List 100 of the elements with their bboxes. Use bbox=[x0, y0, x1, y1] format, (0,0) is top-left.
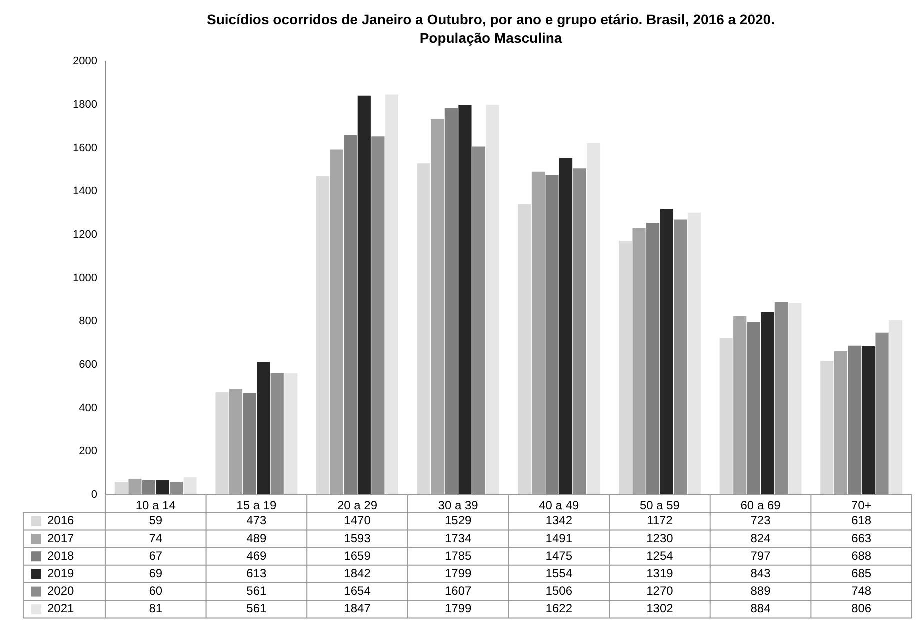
bar bbox=[344, 135, 358, 495]
data-label: 797 bbox=[750, 548, 772, 563]
data-label: 1230 bbox=[646, 531, 674, 546]
bar bbox=[385, 94, 398, 495]
data-label: 1491 bbox=[546, 531, 573, 546]
data-label: 1593 bbox=[344, 531, 372, 546]
data-label: 74 bbox=[149, 531, 163, 546]
bar bbox=[660, 209, 674, 495]
bar bbox=[417, 164, 430, 495]
data-label: 561 bbox=[246, 584, 268, 598]
data-label: 889 bbox=[750, 584, 772, 598]
y-tick-label: 1800 bbox=[72, 98, 98, 111]
data-label: 824 bbox=[750, 531, 772, 546]
data-label: 473 bbox=[246, 514, 268, 528]
chart-subtitle: População Masculina bbox=[420, 30, 562, 46]
data-label: 1659 bbox=[344, 548, 372, 563]
y-tick-label: 800 bbox=[79, 316, 98, 328]
data-label: 663 bbox=[852, 531, 872, 546]
y-tick-label: 1000 bbox=[72, 272, 98, 284]
y-tick-label: 200 bbox=[79, 446, 98, 458]
data-label: 1847 bbox=[344, 602, 372, 616]
bar bbox=[114, 482, 128, 495]
x-tick-label: 60 a 69 bbox=[740, 498, 782, 513]
x-tick-label: 70+ bbox=[851, 498, 872, 513]
bar bbox=[889, 320, 903, 495]
legend-label: 2016 bbox=[47, 514, 74, 528]
data-label: 561 bbox=[246, 602, 268, 616]
data-label: 489 bbox=[246, 531, 268, 546]
bar bbox=[559, 158, 573, 495]
y-tick-label: 2000 bbox=[72, 56, 98, 68]
data-label: 688 bbox=[852, 548, 872, 563]
bar bbox=[876, 332, 889, 495]
data-label: 1785 bbox=[444, 548, 472, 563]
data-label: 613 bbox=[246, 566, 268, 581]
x-tick-label: 40 a 49 bbox=[539, 498, 580, 513]
data-label: 60 bbox=[149, 584, 163, 598]
bar bbox=[472, 146, 486, 495]
data-label: 806 bbox=[852, 602, 872, 616]
bar bbox=[788, 303, 802, 495]
bar bbox=[546, 175, 559, 495]
bar bbox=[848, 346, 862, 495]
x-tick-label: 30 a 39 bbox=[438, 498, 479, 513]
data-label: 723 bbox=[750, 514, 772, 528]
legend-label: 2018 bbox=[47, 548, 74, 563]
bar bbox=[618, 241, 632, 495]
bar bbox=[170, 482, 184, 495]
data-label: 1799 bbox=[444, 566, 472, 581]
bar bbox=[358, 96, 371, 495]
data-label: 81 bbox=[149, 602, 163, 616]
chart-title: Suicídios ocorridos de Janeiro a Outubro, por ano e grupo etário. Brasil, 2016 a 2020. bbox=[207, 11, 775, 28]
bar bbox=[372, 136, 385, 495]
bar bbox=[257, 362, 270, 495]
data-label: 67 bbox=[149, 548, 163, 563]
x-tick-label: 50 a 59 bbox=[640, 498, 680, 513]
bar bbox=[156, 480, 170, 495]
data-label: 1734 bbox=[444, 531, 472, 546]
y-tick-label: 600 bbox=[79, 359, 98, 372]
legend-label: 2017 bbox=[47, 531, 74, 546]
data-label: 1554 bbox=[546, 566, 573, 581]
y-tick-label: 1600 bbox=[72, 142, 98, 154]
bar bbox=[747, 322, 760, 495]
data-label: 1470 bbox=[344, 514, 372, 528]
y-tick-label: 0 bbox=[91, 489, 98, 502]
data-label: 618 bbox=[852, 514, 872, 528]
data-label: 1842 bbox=[344, 566, 372, 581]
bar bbox=[458, 105, 472, 495]
y-tick-label: 1200 bbox=[72, 228, 98, 241]
bar bbox=[761, 312, 774, 495]
legend-label: 2020 bbox=[47, 584, 74, 598]
bar bbox=[243, 393, 256, 495]
x-tick-label: 10 a 14 bbox=[136, 498, 176, 513]
data-label: 1319 bbox=[646, 566, 674, 581]
data-label: 1622 bbox=[546, 602, 573, 616]
data-label: 69 bbox=[149, 566, 163, 581]
data-label: 1529 bbox=[444, 514, 472, 528]
legend-label: 2019 bbox=[47, 566, 74, 581]
bar bbox=[820, 361, 834, 495]
bar bbox=[862, 346, 876, 495]
y-tick-label: 1400 bbox=[72, 186, 98, 198]
bar bbox=[518, 204, 532, 495]
bar bbox=[688, 212, 701, 495]
data-label: 685 bbox=[852, 566, 872, 581]
bar bbox=[316, 176, 330, 495]
bar bbox=[444, 108, 458, 495]
bar bbox=[646, 223, 660, 495]
bar bbox=[573, 168, 586, 495]
data-label: 1799 bbox=[444, 602, 472, 616]
data-label: 59 bbox=[149, 514, 163, 528]
data-label: 1506 bbox=[546, 584, 573, 598]
bar bbox=[284, 373, 298, 495]
data-label: 1607 bbox=[444, 584, 472, 598]
bar bbox=[486, 105, 500, 495]
bar bbox=[270, 373, 284, 495]
data-label: 843 bbox=[750, 566, 772, 581]
data-label: 1172 bbox=[647, 514, 674, 528]
bar bbox=[774, 302, 788, 495]
x-tick-label: 20 a 29 bbox=[337, 498, 378, 513]
data-label: 1654 bbox=[344, 584, 372, 598]
bar bbox=[720, 338, 733, 495]
data-label: 748 bbox=[852, 584, 872, 598]
